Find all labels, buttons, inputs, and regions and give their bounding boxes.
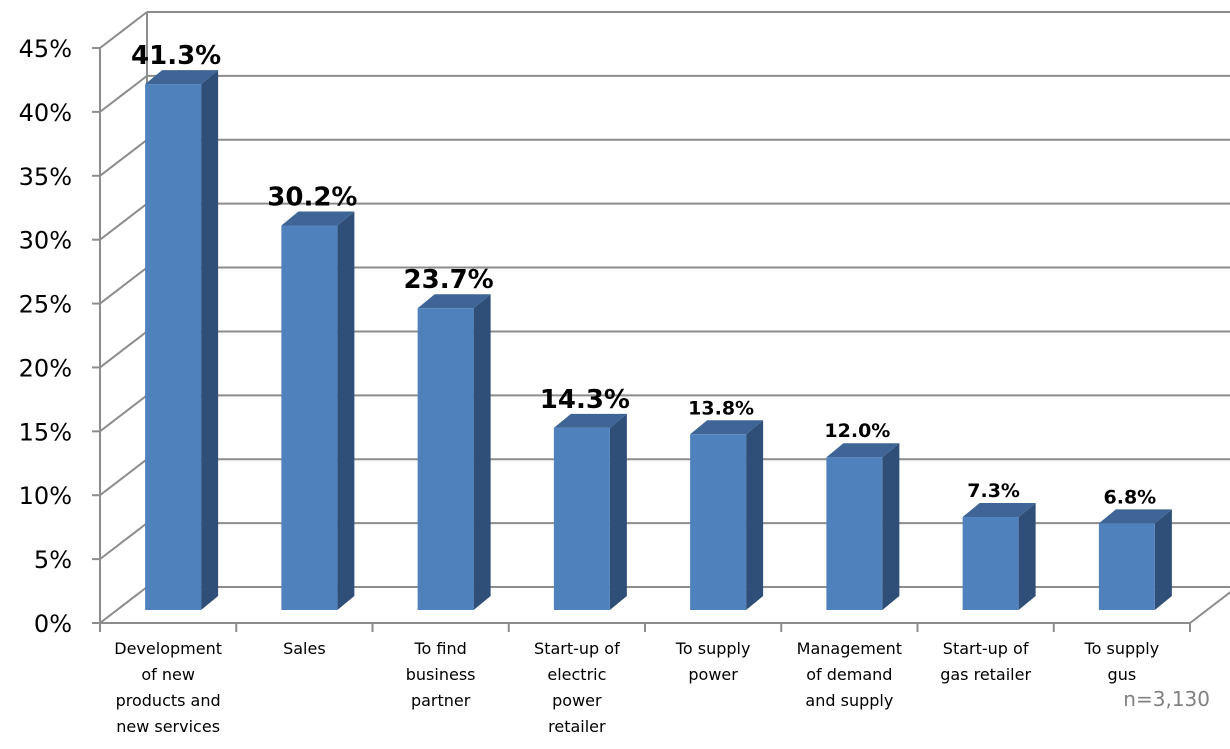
category-label: To supply gus (1084, 639, 1160, 684)
category-label-line: new services (116, 717, 220, 736)
gridline-diagonal (99, 138, 148, 177)
gridline-diagonal (99, 586, 148, 624)
category-label-line: business (406, 665, 476, 684)
bar-front (553, 427, 610, 610)
category-label: Start-up of electric power retailer (534, 639, 620, 736)
bar-front (417, 308, 474, 610)
data-label: 13.8% (688, 397, 754, 419)
bars (145, 70, 1172, 610)
bar (417, 294, 491, 610)
y-tick-label: 15% (19, 418, 72, 446)
gridlines (99, 11, 1230, 624)
category-label-line: retailer (548, 717, 606, 736)
floor-right-edge (1189, 591, 1230, 624)
category-label-line: gas retailer (940, 665, 1031, 684)
data-label: 41.3% (131, 41, 221, 71)
bar-front (826, 457, 883, 610)
bar-top (553, 413, 627, 428)
category-label-line: power (688, 665, 738, 684)
gridline-diagonal (99, 202, 148, 241)
bar-front (690, 434, 747, 610)
bar-top (826, 443, 900, 458)
category-label-line: power (552, 691, 602, 710)
category-label: Management of demand and supply (797, 639, 902, 710)
data-label: 7.3% (967, 480, 1020, 502)
bar (826, 443, 900, 610)
bar-top (145, 70, 219, 85)
category-label: To supply power (675, 639, 751, 684)
bar-side (201, 70, 219, 610)
y-tick-label: 5% (34, 546, 72, 574)
bar-side (1018, 503, 1036, 610)
category-label-line: Start-up of (943, 639, 1029, 658)
bar (145, 70, 219, 610)
y-tick-label: 30% (19, 227, 72, 255)
gridline-diagonal (99, 11, 148, 49)
data-label: 30.2% (267, 182, 357, 212)
category-label-line: Start-up of (534, 639, 620, 658)
data-label: 6.8% (1104, 486, 1157, 508)
y-tick-label: 45% (19, 35, 72, 63)
category-label-line: To supply (1084, 639, 1160, 658)
data-label: 12.0% (824, 420, 890, 442)
category-labels: Development of new products and new service… (114, 639, 1159, 736)
category-label-line: gus (1108, 665, 1137, 684)
bar (1098, 509, 1172, 610)
bar (690, 420, 764, 610)
category-label-line: products and (116, 691, 221, 710)
y-tick-label: 25% (19, 291, 72, 319)
category-label: Development of new products and new service… (114, 639, 222, 736)
gridline-diagonal (99, 330, 148, 369)
category-label-line: To supply (675, 639, 751, 658)
bar-side (473, 294, 491, 610)
bar-top (417, 294, 491, 309)
category-label: Sales (283, 639, 326, 658)
y-tick-label: 20% (19, 354, 72, 382)
data-labels: 41.3% 30.2% 23.7% 14.3% 13.8% 12.0% 7.3% 6.8% (131, 41, 1156, 508)
bar-top (690, 420, 764, 435)
category-label: To find business partner (406, 639, 476, 710)
gridline-diagonal (99, 522, 148, 560)
y-axis-ticks: 0% 5% 10% 15% 20% 25% 30% 35% 40% 45% (19, 35, 100, 638)
bar (553, 413, 627, 610)
chart-walls (99, 12, 1230, 624)
category-label-line: Sales (283, 639, 326, 658)
category-label-line: of new (141, 665, 195, 684)
bar-front (1098, 523, 1155, 610)
category-label-line: and supply (805, 691, 893, 710)
y-tick-label: 35% (19, 163, 72, 191)
bar-front (962, 517, 1019, 610)
category-label-line: electric (547, 665, 606, 684)
category-label-line: partner (411, 691, 471, 710)
y-tick-label: 0% (34, 610, 72, 638)
bar-side (609, 413, 627, 610)
bar-front (145, 84, 202, 610)
category-label-line: Development (114, 639, 222, 658)
gridline-diagonal (99, 266, 148, 305)
category-label-line: Management (797, 639, 902, 658)
category-label: Start-up of gas retailer (940, 639, 1031, 684)
category-label-line: To find (413, 639, 466, 658)
x-axis (99, 622, 1191, 632)
y-tick-label: 10% (19, 482, 72, 510)
bar-side (1154, 509, 1172, 610)
bar-side (746, 420, 764, 610)
bar-top (281, 211, 355, 226)
sample-size-note: n=3,130 (1123, 687, 1210, 711)
data-label: 23.7% (404, 265, 494, 295)
bar-top (962, 503, 1036, 518)
bar (962, 503, 1036, 610)
gridline-diagonal (99, 458, 148, 497)
bar-top (1098, 509, 1172, 524)
bar-side (882, 443, 900, 610)
bar-front (281, 225, 338, 610)
y-tick-label: 40% (19, 99, 72, 127)
gridline-diagonal (99, 75, 148, 113)
category-label-line: of demand (806, 665, 892, 684)
bar (281, 211, 355, 610)
data-label: 14.3% (540, 385, 630, 415)
bar-side (337, 211, 355, 610)
gridline-diagonal (99, 394, 148, 433)
